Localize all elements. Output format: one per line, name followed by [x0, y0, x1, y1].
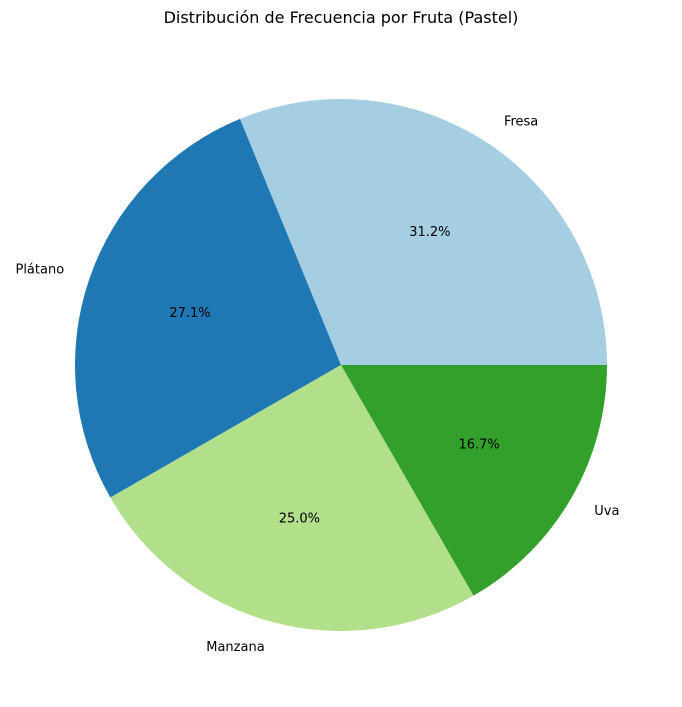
- chart-title: Distribución de Frecuencia por Fruta (Pa…: [164, 8, 519, 27]
- pie-labels: Fresa 31.2% Plátano 27.1% Manzana 25.0% Uva 16.…: [15, 114, 619, 655]
- pie-slice-uva: [341, 365, 607, 596]
- pct-label-uva: 16.7%: [458, 437, 499, 452]
- slice-label-manzana: Manzana: [206, 640, 264, 655]
- pct-label-manzana: 25.0%: [279, 512, 320, 527]
- pie-slice-manzana: [110, 365, 474, 631]
- pct-label-fresa: 31.2%: [409, 225, 450, 240]
- slice-label-fresa: Fresa: [504, 114, 538, 129]
- pct-label-plátano: 27.1%: [169, 306, 210, 321]
- pie-slice-fresa: [239, 98, 607, 366]
- slice-label-plátano: Plátano: [15, 263, 64, 278]
- slice-label-uva: Uva: [594, 504, 619, 519]
- pie-slice-plátano: [74, 118, 341, 498]
- pie-slices: [74, 98, 607, 631]
